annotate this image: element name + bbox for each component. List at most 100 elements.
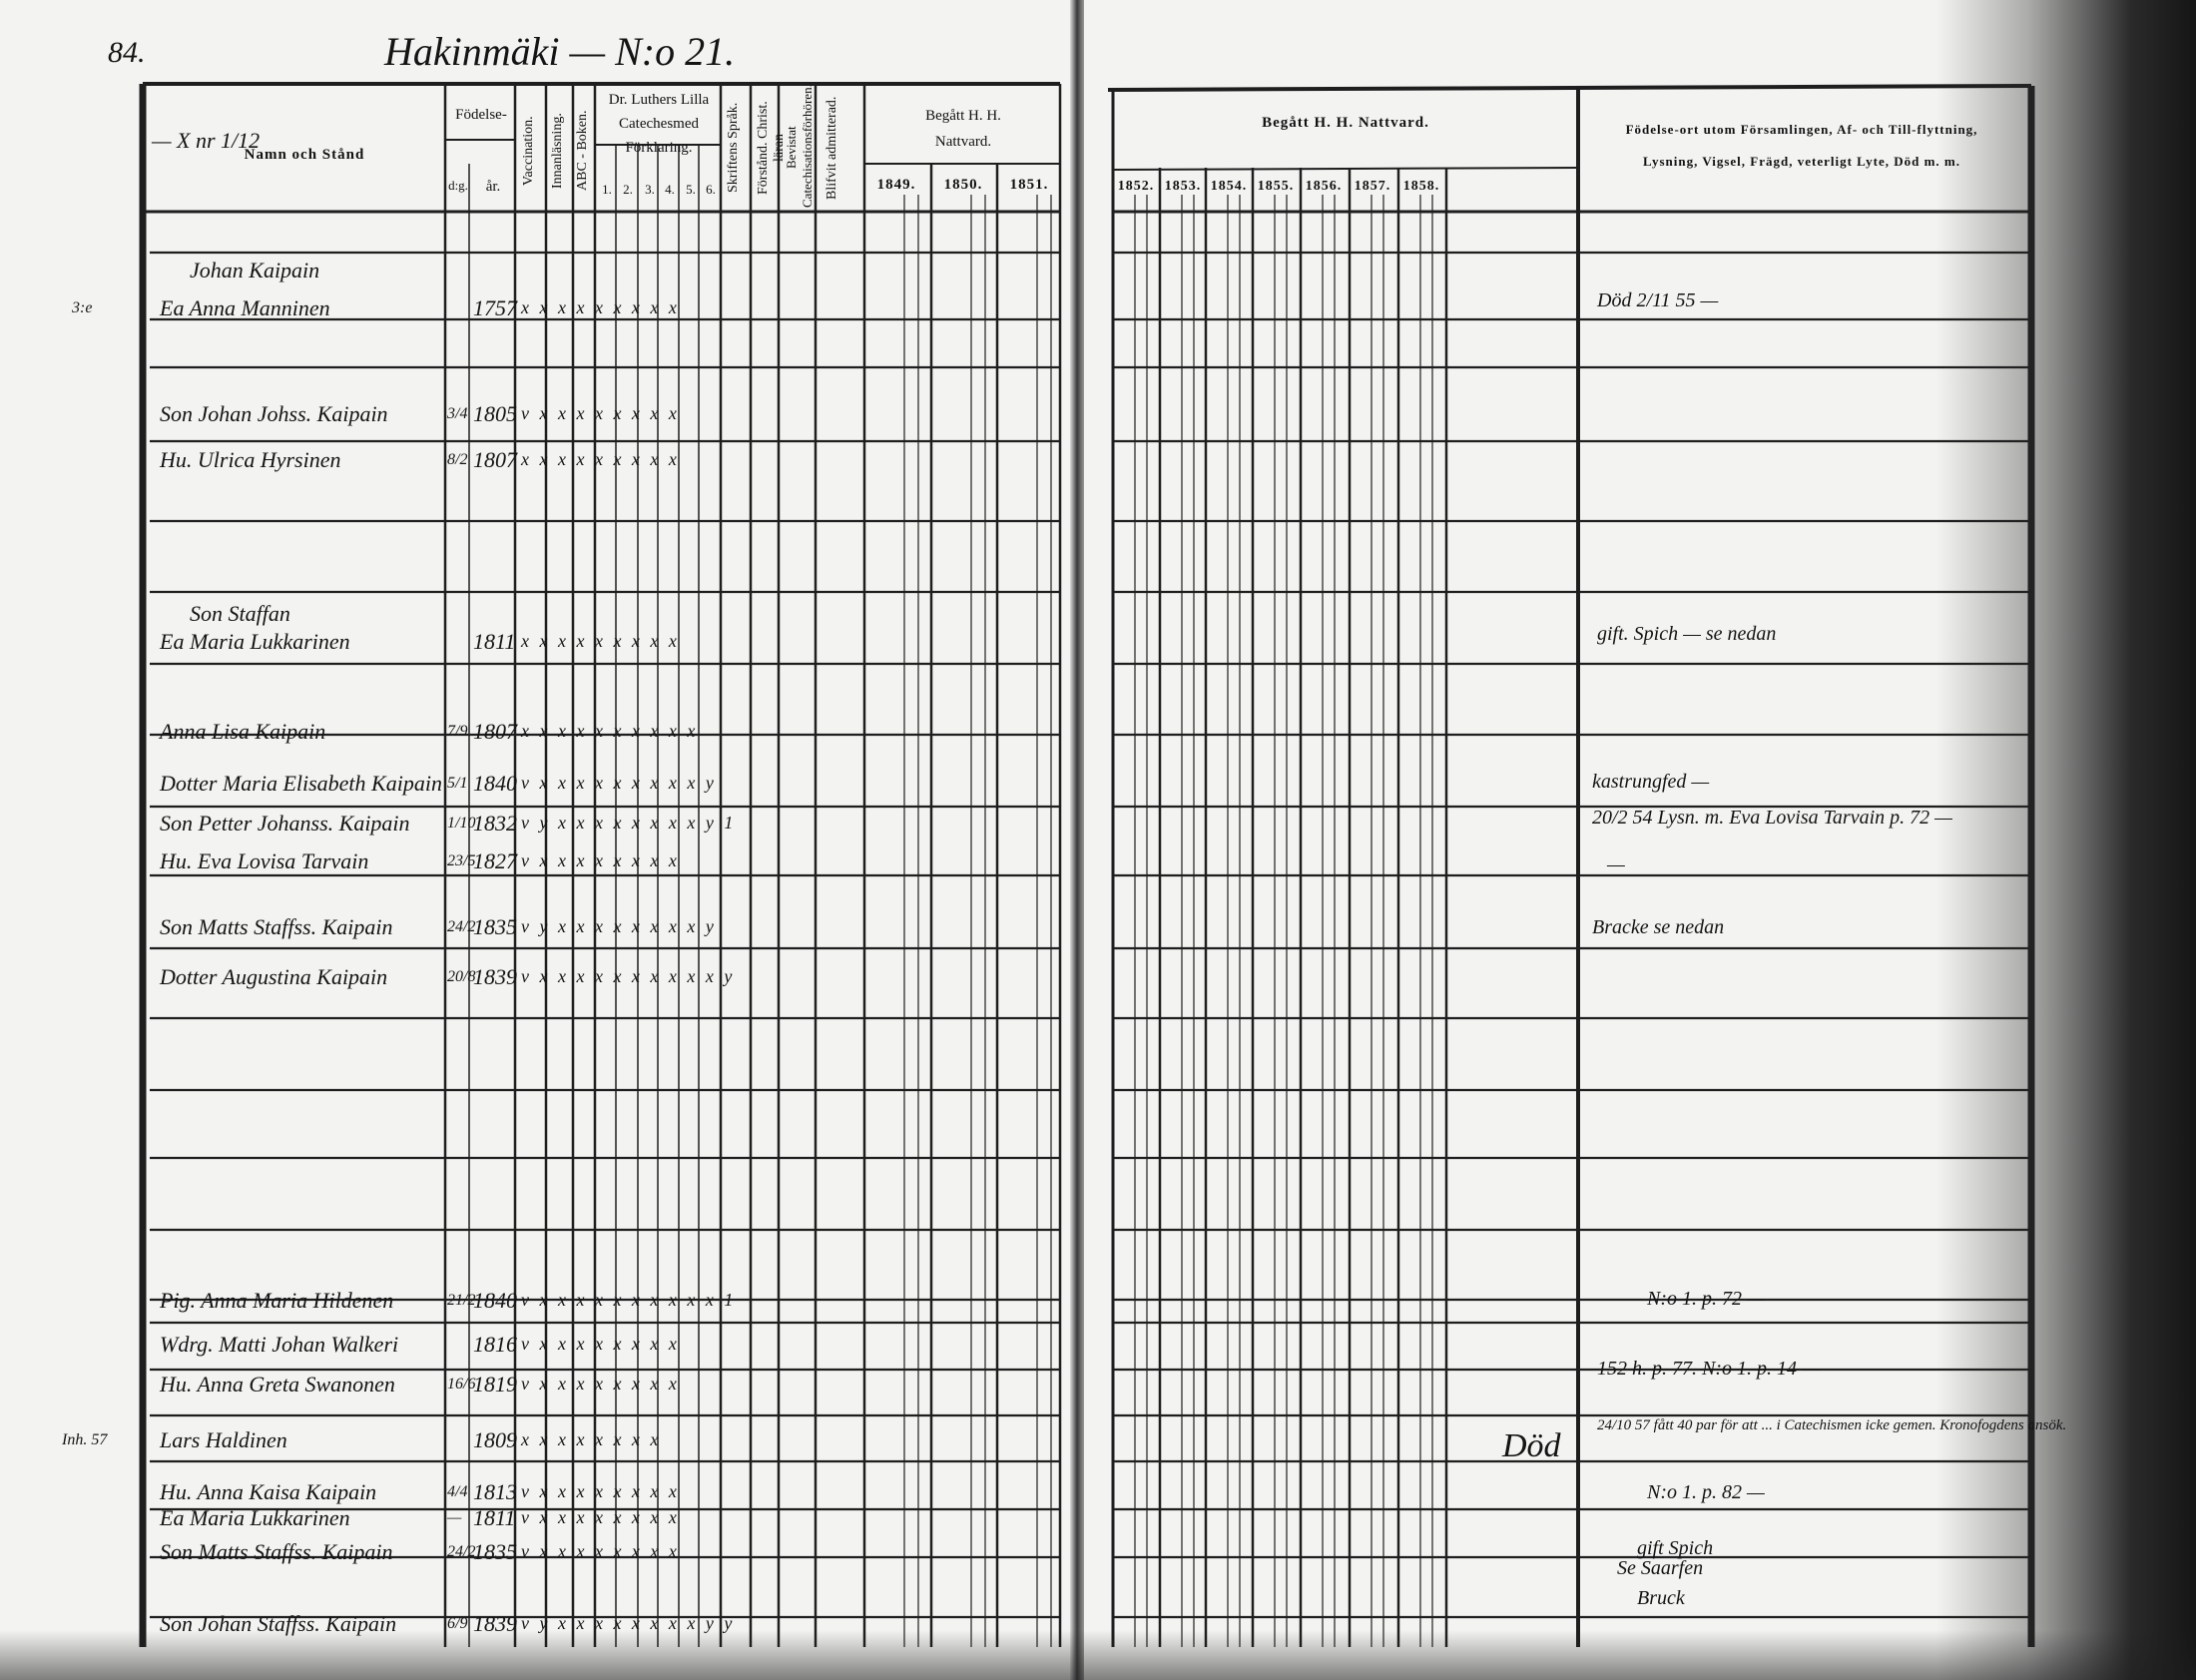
page-title: Hakinmäki — N:o 21. [384,29,736,74]
entry-birth-day: 3/4 [447,405,468,422]
header-bevistat: Bevistat Catechisationsförhören. [784,84,815,208]
entry-birth-day: 16/6 [447,1376,476,1393]
entry-check-marks: x x x x x x x x x x [521,721,699,741]
header-skriftens: Skriftens Språk. [726,102,741,194]
entry-name: Dotter Augustina Kaipain [160,964,388,989]
header-year: 1849. [876,177,916,193]
entry-birth-year: 1827 [473,848,517,873]
entry-check-marks: v x x x x x x x x [521,1541,680,1561]
entry-name: Son Johan Staffss. Kaipain [160,1611,397,1636]
remarks-note: 24/10 57 fått 40 par för att ... i Catec… [1597,1417,2067,1433]
entry-name: Hu. Anna Kaisa Kaipain [160,1479,377,1504]
header-year: 1851. [1009,177,1049,193]
entry-margin-note: Inh. 57 [62,1431,108,1448]
entry-name: Anna Lisa Kaipain [160,719,326,744]
header-birth-day: d:g. [448,178,468,193]
entry-name: Son Matts Staffss. Kaipain [160,1539,393,1564]
header-name: Namn och Stånd [244,147,365,163]
entry-check-marks: v x x x x x x x x x x y [521,966,736,986]
entry-birth-year: 1816 [473,1332,517,1357]
header-year: 1850. [943,177,983,193]
header-year: 1852. [1117,179,1155,194]
entry-margin-note: 3:e [72,299,93,316]
entry-birth-year: 1819 [473,1372,517,1397]
remarks-note: Bracke se nedan [1592,916,1725,938]
entry-name: Johan Kaipain [190,258,320,282]
entry-name: Dotter Maria Elisabeth Kaipain [160,771,442,796]
entry-name: Ea Anna Manninen [160,295,330,320]
entry-name: Wdrg. Matti Johan Walkeri [160,1332,399,1357]
entry-name: Pig. Anna Maria Hildenen [160,1288,394,1313]
entry-birth-year: 1813 [473,1479,517,1504]
remarks-note: 20/2 54 Lysn. m. Eva Lovisa Tarvain p. 7… [1592,807,1952,829]
entry-check-marks: v y x x x x x x x x y y [521,1613,736,1633]
entry-check-marks: x x x x x x x x x [521,449,680,469]
margin-mark: — X nr 1/12 [152,128,261,153]
header-abc: ABC - Boken. [575,110,590,192]
entry-birth-year: 1811 [473,1505,516,1530]
entry-birth-year: 1840 [473,771,517,796]
remarks-note: kastrungfed — [1592,771,1710,793]
header-luther-part: 2. [623,182,633,197]
header-sub-rule [1112,167,1579,171]
header-begatt-left: Begått H. H. Nattvard. [925,108,1001,150]
entry-check-marks: x x x x x x x x [521,1429,662,1449]
entry-birth-day: 21/2 [447,1292,476,1309]
header-year: 1857. [1354,179,1391,194]
entry-birth-year: 1839 [473,964,517,989]
header-luther-part: 4. [665,182,675,197]
entry-birth-year: 1807 [473,447,517,472]
remarks-note: — [1607,853,1625,875]
entry-birth-year: 1809 [473,1427,517,1452]
header-year: 1855. [1257,179,1295,194]
entry-check-marks: x x x x x x x x x [521,297,680,317]
header-year: 1856. [1305,179,1343,194]
entry-name: Ea Maria Lukkarinen [160,1505,350,1530]
header-birth-year: år. [485,179,501,195]
entry-name: Hu. Eva Lovisa Tarvain [160,848,369,873]
header-birth: Födelse- [455,107,507,123]
entry-check-marks: v x x x x x x x x [521,1334,680,1354]
entry-birth-day: 6/9 [447,1615,468,1632]
entry-birth-day: — [447,1509,462,1526]
entry-birth-year: 1835 [473,914,517,939]
entry-name: Hu. Anna Greta Swanonen [160,1372,395,1397]
header-luther-part: 5. [686,182,696,197]
remarks-note: gift Spich [1637,1537,1714,1559]
entry-birth-year: 1832 [473,811,517,836]
entry-check-marks: v x x x x x x x x x y [521,773,717,793]
header-blifvit: Blifvit admitterad. [824,96,839,200]
header-forst: Förstånd. Christ. läran [756,101,787,195]
header-luther-part: 1. [602,182,612,197]
entry-birth-day: 24/2 [447,1543,476,1560]
entry-birth-day: 8/2 [447,451,468,468]
entry-name: Son Johan Johss. Kaipain [160,401,388,426]
header-begatt-right: Begått H. H. Nattvard. [1262,115,1429,131]
entry-check-marks: v x x x x x x x x [521,1507,680,1527]
entry-check-marks: v y x x x x x x x x y [521,916,717,936]
header-vaccination: Vaccination. [521,116,536,186]
entry-birth-day: 1/10 [447,815,476,832]
entry-birth-day: 24/2 [447,918,476,935]
page-number: 84. [108,36,146,69]
entry-check-marks: x x x x x x x x x [521,631,680,651]
header-year: 1858. [1402,179,1440,194]
entry-check-marks: v x x x x x x x x [521,1481,680,1501]
entry-birth-year: 1811 [473,629,516,654]
header-luther-part: 6. [706,182,716,197]
death-mark: Död [1502,1427,1561,1464]
entry-check-marks: v x x x x x x x x [521,403,680,423]
header-year: 1853. [1164,179,1202,194]
entry-name: Son Petter Johanss. Kaipain [160,811,410,836]
entry-check-marks: v x x x x x x x x x x 1 [521,1290,737,1310]
entry-name: Son Matts Staffss. Kaipain [160,914,393,939]
remarks-note: gift. Spich — se nedan [1597,623,1777,645]
entry-birth-year: 1835 [473,1539,517,1564]
entry-name: Son Staffan [190,601,290,626]
entry-name: Lars Haldinen [160,1427,287,1452]
table-top-border [1107,84,2032,92]
header-notes-line2: Lysning, Vigsel, Frägd, veterligt Lyte, … [1642,154,1961,169]
remarks-note: 152 h. p. 77. N:o 1. p. 14 — [1597,1358,1820,1380]
entry-birth-day: 23/5 [447,852,476,869]
entry-birth-year: 1839 [473,1611,517,1636]
